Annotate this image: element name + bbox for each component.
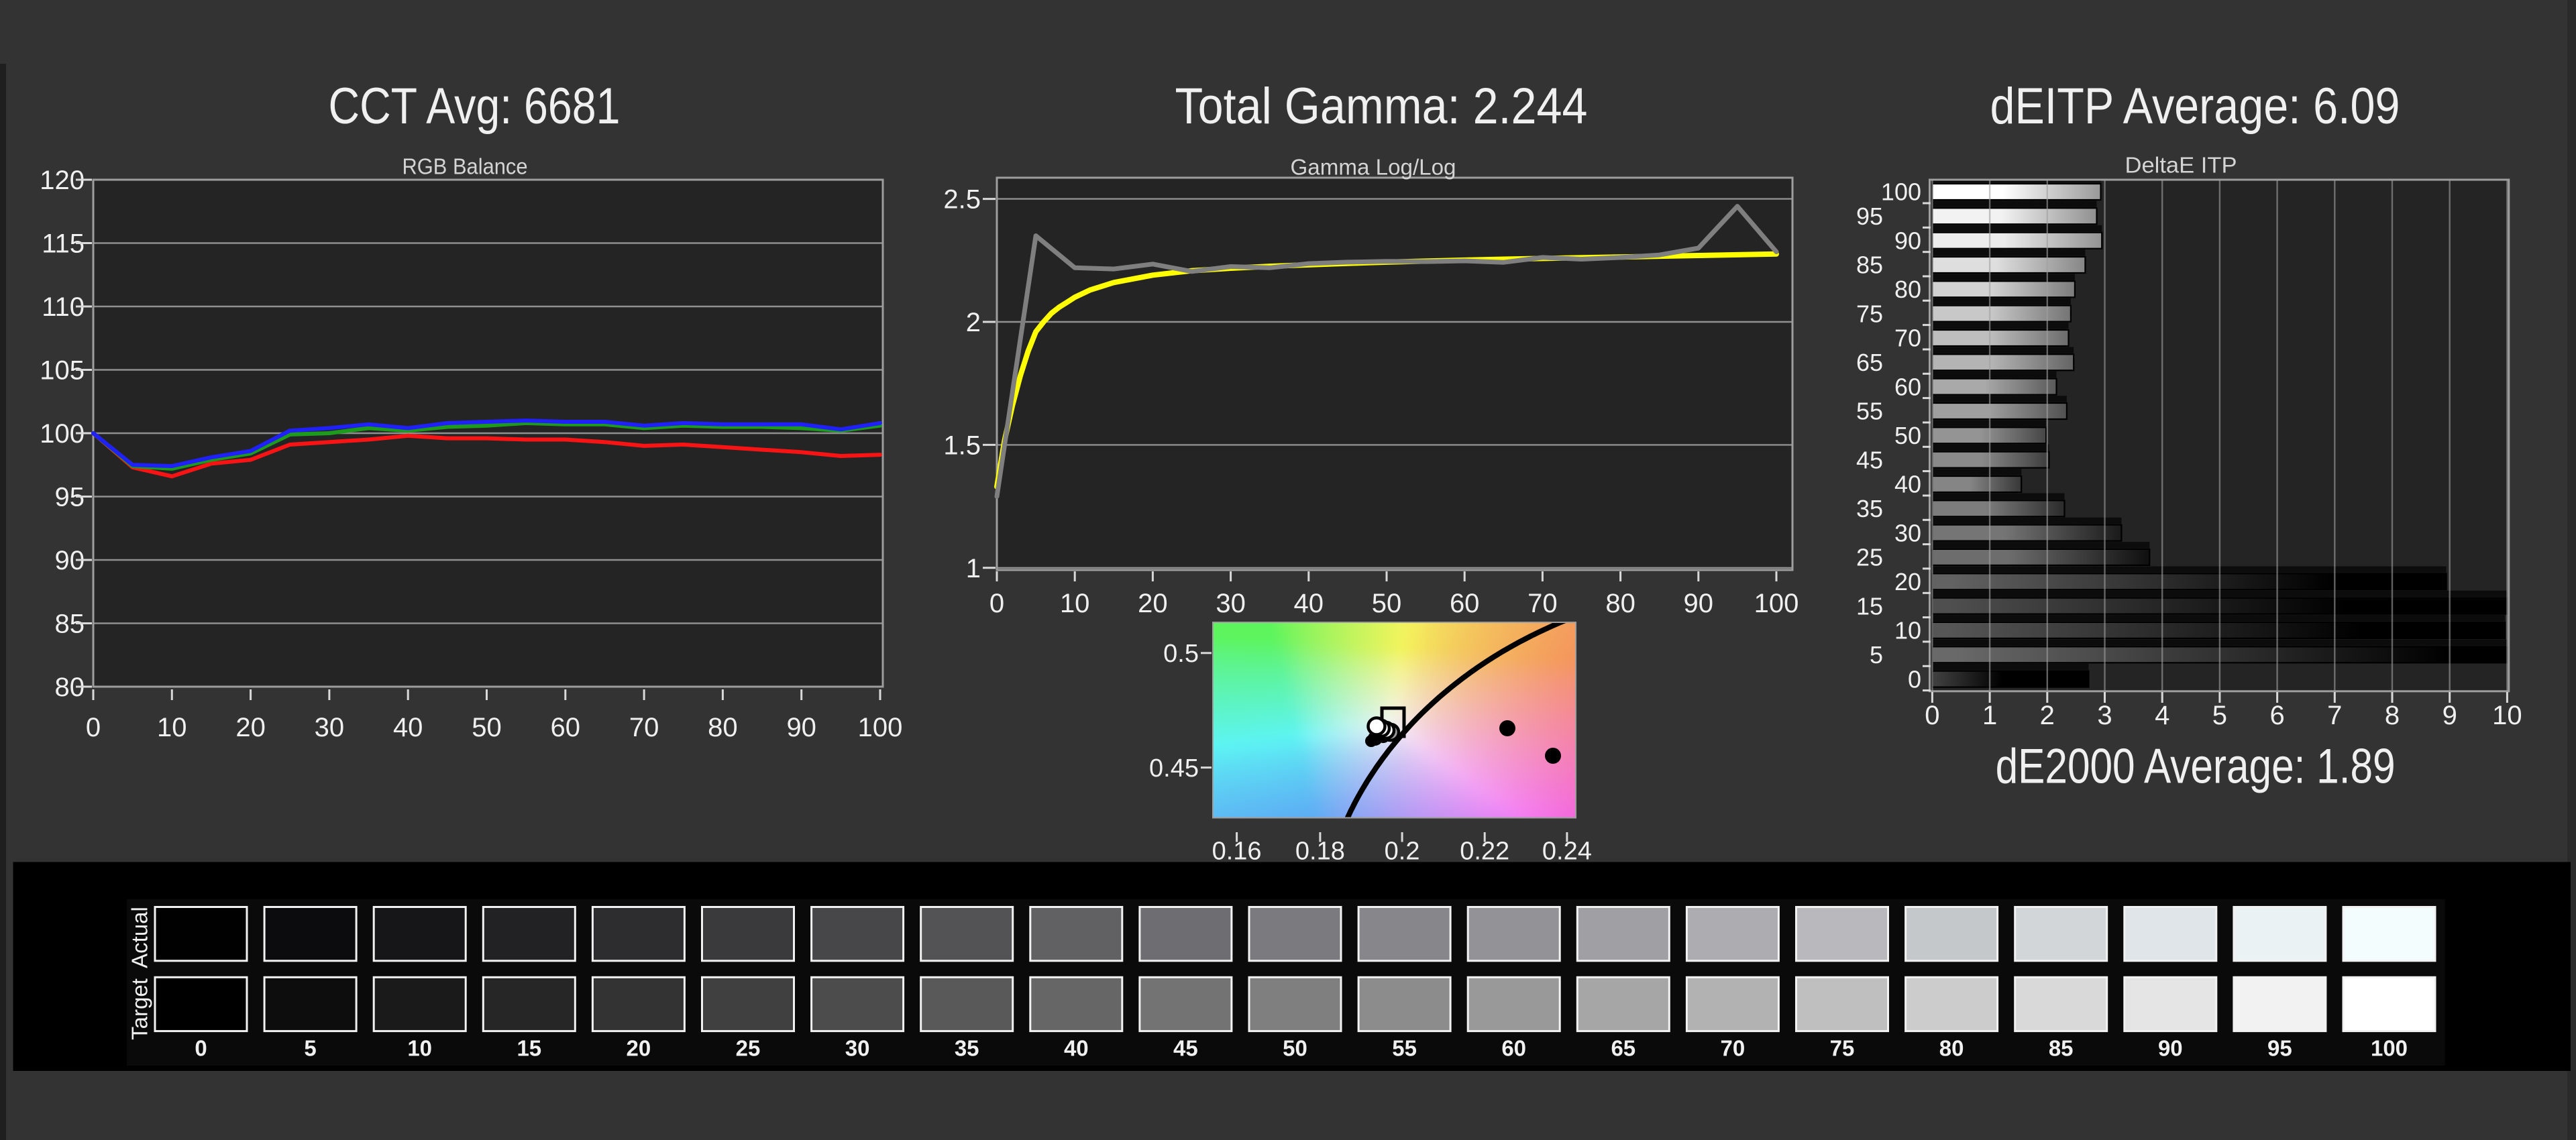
svg-text:70: 70 — [1527, 589, 1558, 618]
svg-text:70: 70 — [1721, 1036, 1746, 1061]
svg-text:85: 85 — [2049, 1036, 2074, 1061]
svg-text:95: 95 — [1856, 203, 1883, 230]
svg-text:65: 65 — [1856, 349, 1883, 376]
svg-text:5: 5 — [2212, 701, 2227, 730]
svg-text:90: 90 — [1894, 227, 1921, 254]
svg-text:70: 70 — [1894, 325, 1921, 352]
svg-text:75: 75 — [1830, 1036, 1855, 1061]
svg-text:65: 65 — [1611, 1036, 1635, 1061]
svg-text:0: 0 — [1908, 665, 1921, 693]
svg-text:30: 30 — [1894, 519, 1921, 547]
svg-text:CCT Avg: 6681: CCT Avg: 6681 — [329, 78, 621, 135]
svg-text:10: 10 — [157, 713, 187, 742]
svg-text:RGB Balance: RGB Balance — [402, 154, 528, 179]
svg-text:1.5: 1.5 — [943, 431, 981, 461]
svg-text:100: 100 — [858, 713, 903, 742]
svg-text:45: 45 — [1173, 1036, 1198, 1061]
svg-text:0.5: 0.5 — [1163, 640, 1199, 668]
svg-text:0.16: 0.16 — [1212, 837, 1262, 865]
svg-text:90: 90 — [786, 713, 816, 742]
svg-text:9: 9 — [2443, 701, 2457, 730]
svg-text:dE2000 Average: 1.89: dE2000 Average: 1.89 — [1996, 739, 2396, 793]
svg-text:50: 50 — [1372, 589, 1402, 618]
svg-text:20: 20 — [627, 1036, 651, 1061]
svg-text:DeltaE ITP: DeltaE ITP — [2125, 153, 2237, 178]
svg-text:0.2: 0.2 — [1385, 837, 1420, 865]
svg-text:0.45: 0.45 — [1149, 754, 1199, 783]
svg-text:55: 55 — [1856, 398, 1883, 425]
svg-text:6: 6 — [2269, 701, 2284, 730]
svg-text:Gamma Log/Log: Gamma Log/Log — [1291, 155, 1456, 180]
svg-text:60: 60 — [1501, 1036, 1526, 1061]
svg-text:0.18: 0.18 — [1295, 837, 1345, 865]
svg-text:100: 100 — [2371, 1036, 2408, 1061]
svg-text:3: 3 — [2097, 701, 2112, 730]
svg-text:40: 40 — [1064, 1036, 1089, 1061]
svg-text:10: 10 — [1060, 589, 1090, 618]
svg-text:Target: Target — [127, 978, 152, 1040]
svg-text:0: 0 — [195, 1036, 207, 1061]
svg-text:100: 100 — [1754, 589, 1799, 618]
svg-text:40: 40 — [393, 713, 423, 742]
svg-text:10: 10 — [1894, 617, 1921, 644]
svg-text:Actual: Actual — [127, 907, 152, 968]
svg-text:30: 30 — [315, 713, 345, 742]
svg-text:10: 10 — [407, 1036, 432, 1061]
svg-text:30: 30 — [1216, 589, 1246, 618]
svg-text:35: 35 — [955, 1036, 979, 1061]
svg-text:20: 20 — [235, 713, 266, 742]
svg-text:90: 90 — [2158, 1036, 2183, 1061]
svg-text:20: 20 — [1138, 589, 1168, 618]
svg-text:25: 25 — [1856, 544, 1883, 571]
svg-text:80: 80 — [1605, 589, 1635, 618]
svg-text:2: 2 — [2040, 701, 2055, 730]
svg-text:30: 30 — [845, 1036, 870, 1061]
svg-text:Total Gamma: 2.244: Total Gamma: 2.244 — [1175, 78, 1588, 135]
svg-text:0: 0 — [86, 713, 101, 742]
svg-text:8: 8 — [2385, 701, 2400, 730]
svg-text:40: 40 — [1894, 471, 1921, 498]
svg-text:7: 7 — [2327, 701, 2342, 730]
svg-text:0.22: 0.22 — [1460, 837, 1509, 865]
svg-text:2: 2 — [966, 308, 981, 337]
svg-text:2.5: 2.5 — [943, 185, 981, 215]
svg-text:20: 20 — [1894, 568, 1921, 595]
svg-text:0.24: 0.24 — [1542, 837, 1592, 865]
svg-text:60: 60 — [1450, 589, 1480, 618]
svg-text:1: 1 — [1982, 701, 1997, 730]
svg-text:40: 40 — [1294, 589, 1324, 618]
svg-text:5: 5 — [1870, 641, 1883, 669]
svg-text:80: 80 — [1939, 1036, 1964, 1061]
svg-text:15: 15 — [517, 1036, 541, 1061]
svg-text:4: 4 — [2155, 701, 2169, 730]
svg-text:80: 80 — [1894, 276, 1921, 303]
svg-text:dEITP Average: 6.09: dEITP Average: 6.09 — [1990, 78, 2400, 135]
svg-text:0: 0 — [989, 589, 1004, 618]
svg-text:80: 80 — [708, 713, 738, 742]
svg-text:50: 50 — [1283, 1036, 1307, 1061]
svg-text:75: 75 — [1856, 300, 1883, 327]
svg-text:85: 85 — [1856, 251, 1883, 279]
svg-text:0: 0 — [1925, 701, 1939, 730]
svg-text:25: 25 — [736, 1036, 761, 1061]
svg-text:35: 35 — [1856, 495, 1883, 522]
svg-text:100: 100 — [1881, 178, 1921, 206]
svg-text:1: 1 — [966, 554, 981, 583]
svg-text:10: 10 — [2492, 701, 2522, 730]
svg-text:60: 60 — [1894, 373, 1921, 400]
svg-text:55: 55 — [1392, 1036, 1417, 1061]
svg-text:50: 50 — [1894, 422, 1921, 449]
svg-text:50: 50 — [472, 713, 502, 742]
svg-text:45: 45 — [1856, 446, 1883, 473]
svg-text:70: 70 — [629, 713, 659, 742]
svg-text:60: 60 — [551, 713, 581, 742]
svg-text:90: 90 — [1684, 589, 1714, 618]
svg-text:5: 5 — [304, 1036, 316, 1061]
svg-text:15: 15 — [1856, 592, 1883, 620]
svg-text:95: 95 — [2267, 1036, 2292, 1061]
